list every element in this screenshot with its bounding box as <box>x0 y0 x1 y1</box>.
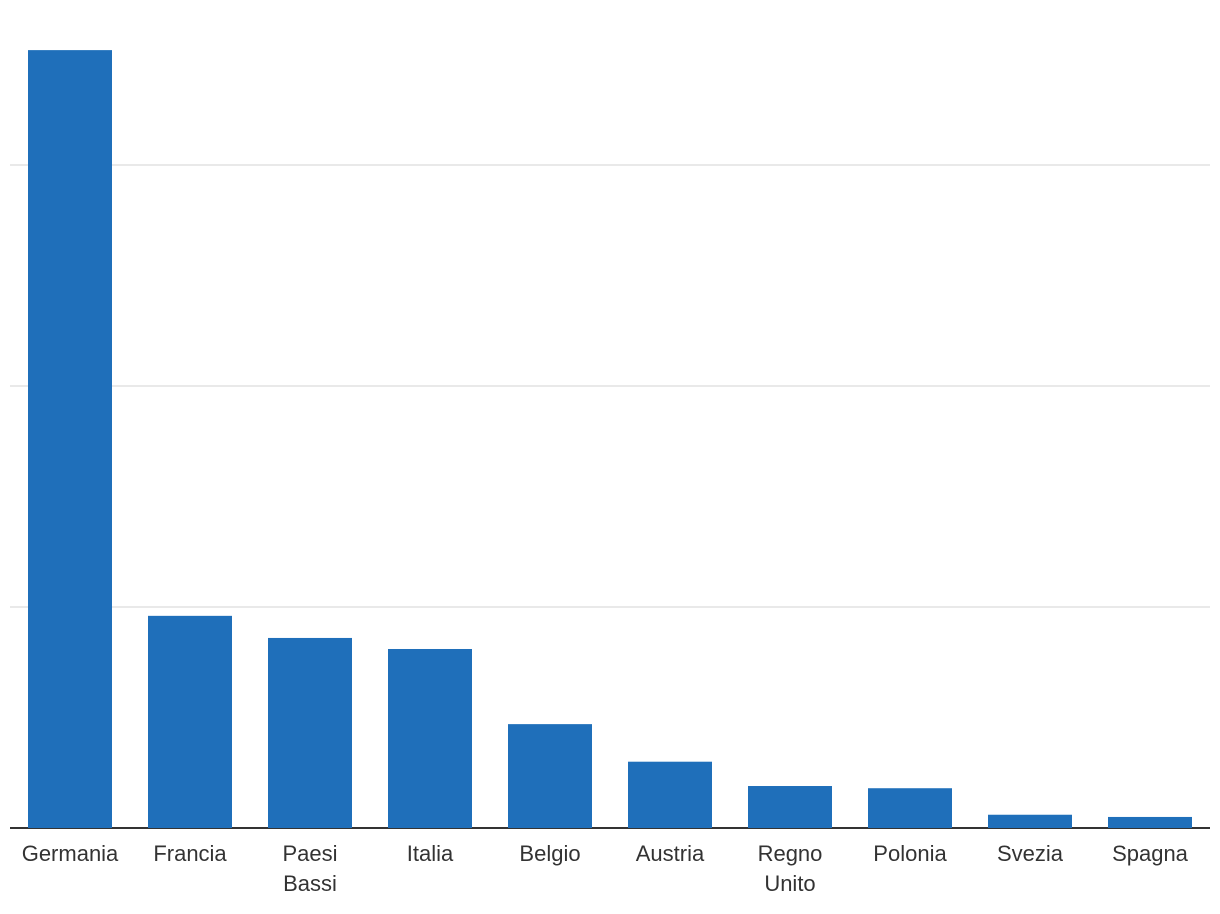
x-tick-label: Polonia <box>873 841 947 866</box>
x-tick-label: Italia <box>406 841 454 866</box>
bar <box>988 814 1072 828</box>
bar <box>268 637 352 828</box>
x-tick-label: Francia <box>153 841 227 866</box>
bar <box>388 648 472 828</box>
x-tick-label: Paesi Bassi <box>282 841 338 896</box>
x-tick-label: Germania <box>21 841 119 866</box>
bar <box>1108 816 1192 828</box>
x-tick-label: Austria <box>635 841 705 866</box>
bar <box>748 786 832 828</box>
x-tick-label: Belgio <box>519 841 581 866</box>
bar <box>508 724 592 828</box>
bar <box>148 615 232 828</box>
bar <box>628 761 712 828</box>
x-tick-label: Spagna <box>1112 841 1188 866</box>
x-tick-label: Regno Unito <box>757 841 823 896</box>
x-tick-label: Svezia <box>996 841 1064 866</box>
bar <box>28 50 112 828</box>
bar <box>868 788 952 828</box>
